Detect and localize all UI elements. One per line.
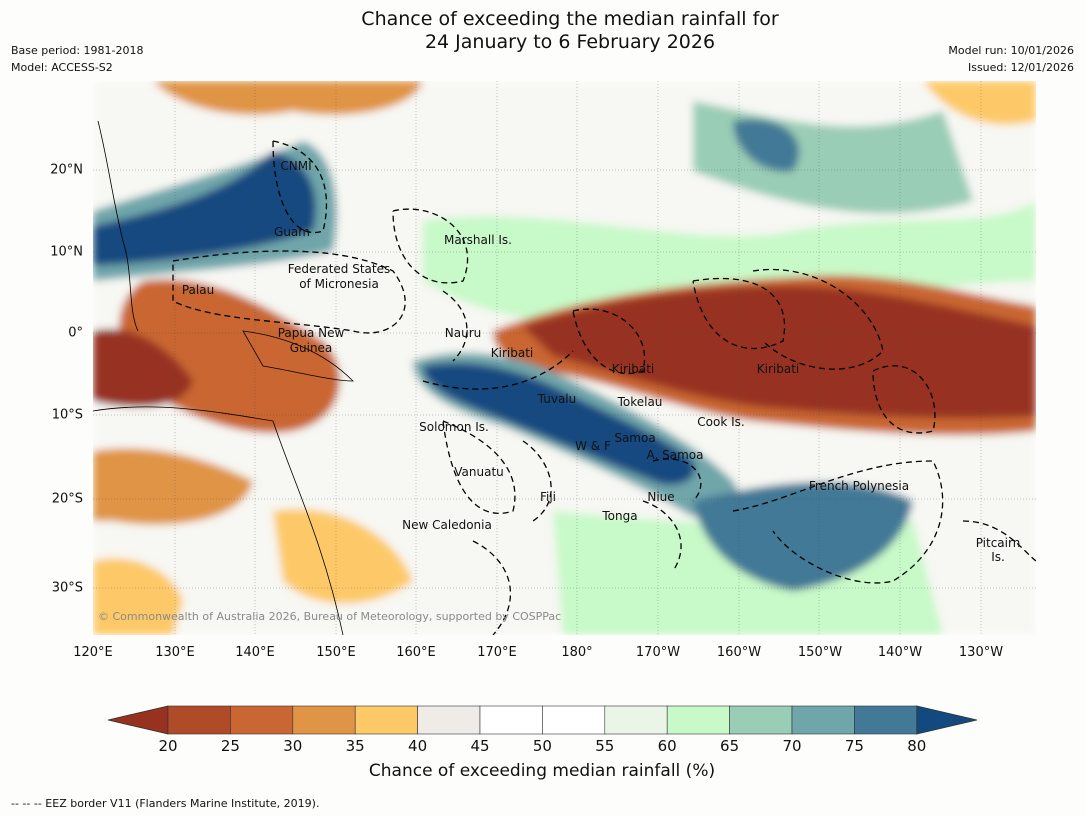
label-tonga: Tonga — [602, 509, 638, 523]
label-american-samoa: A. Samoa — [646, 448, 704, 462]
label-palau: Palau — [181, 283, 215, 297]
colorbar-tick-label: 25 — [220, 737, 240, 755]
y-tick-label: 10°S — [51, 407, 83, 423]
colorbar-segment — [604, 705, 668, 735]
x-tick-label: 130°W — [958, 645, 1004, 660]
label-solomon-is: Solomon Is. — [419, 420, 489, 434]
colorbar-tick-label: 35 — [345, 737, 365, 755]
copyright-notice: © Commonwealth of Australia 2026, Bureau… — [98, 610, 562, 623]
x-tick-label: 180° — [561, 645, 593, 660]
colorbar-label: Chance of exceeding median rainfall (%) — [368, 761, 716, 781]
label-kiribati-west: Kiribati — [490, 346, 534, 360]
label-pitcairn-2: Is. — [991, 550, 1005, 564]
colorbar-segment — [354, 705, 418, 735]
x-tick-label: 150°W — [797, 645, 843, 660]
label-nauru: Nauru — [444, 326, 482, 340]
colorbar-tick-label: 70 — [782, 737, 802, 755]
label-fiji: Fiji — [539, 490, 557, 504]
label-cook-is: Cook Is. — [697, 415, 745, 429]
base-period: Base period: 1981-2018 — [11, 44, 144, 57]
x-tick-label: 160°W — [716, 645, 762, 660]
colorbar-segment — [791, 705, 855, 735]
y-tick-label: 0° — [68, 325, 83, 341]
label-kiribati-east: Kiribati — [756, 362, 800, 376]
x-tick-label: 140°E — [235, 645, 275, 660]
x-tick-label: 170°E — [477, 645, 517, 660]
colorbar-segment — [729, 705, 793, 735]
colorbar-under-arrow — [107, 705, 169, 735]
title-line-1: Chance of exceeding the median rainfall … — [361, 8, 779, 30]
label-marshall-is: Marshall Is. — [444, 233, 512, 247]
colorbar-tick-label: 50 — [532, 737, 552, 755]
issued-date: Issued: 12/01/2026 — [967, 61, 1074, 74]
label-png-2: Guinea — [289, 341, 333, 355]
colorbar-segment — [666, 705, 730, 735]
colorbar-tick-label: 45 — [470, 737, 490, 755]
colorbar-tick-label: 65 — [720, 737, 740, 755]
colorbar-segment — [230, 705, 294, 735]
label-vanuatu: Vanuatu — [454, 465, 504, 479]
label-guam: Guam — [274, 225, 310, 239]
label-cnmi: CNMI — [280, 159, 312, 173]
colorbar-tick-label: 55 — [595, 737, 615, 755]
colorbar-tick-label: 60 — [657, 737, 677, 755]
label-wallis-futuna: W & F — [575, 439, 611, 453]
colorbar-tick-label: 30 — [283, 737, 303, 755]
meta-left: Base period: 1981-2018 Model: ACCESS-S2 — [11, 42, 143, 76]
x-tick-label: 150°E — [316, 645, 356, 660]
y-tick-label: 30°S — [51, 580, 83, 596]
label-fsm-1: Federated States — [287, 262, 391, 276]
colorbar — [107, 705, 978, 735]
colorbar-segment — [167, 705, 231, 735]
label-pitcairn-1: Pitcairn — [975, 536, 1021, 550]
colorbar-tick-label: 75 — [844, 737, 864, 755]
colorbar-segment — [292, 705, 356, 735]
title-line-2: 24 January to 6 February 2026 — [424, 31, 716, 53]
x-tick-label: 140°W — [877, 645, 923, 660]
colorbar-segment — [854, 705, 918, 735]
eez-footnote: -- -- -- EEZ border V11 (Flanders Marine… — [11, 797, 320, 810]
colorbar-segment — [417, 705, 481, 735]
label-tokelau: Tokelau — [617, 395, 663, 409]
colorbar-tick-label: 80 — [907, 737, 927, 755]
x-tick-label: 130°E — [155, 645, 195, 660]
model-name: Model: ACCESS-S2 — [11, 61, 113, 74]
rainfall-probability-map: © Commonwealth of Australia 2026, Bureau… — [93, 81, 1036, 635]
y-tick-label: 20°S — [51, 491, 83, 507]
colorbar-segment — [542, 705, 606, 735]
label-french-polynesia: French Polynesia — [808, 479, 910, 493]
model-run: Model run: 10/01/2026 — [948, 44, 1074, 57]
label-tuvalu: Tuvalu — [537, 392, 577, 406]
y-tick-label: 10°N — [50, 244, 83, 260]
colorbar-tick-label: 40 — [408, 737, 428, 755]
label-samoa: Samoa — [614, 431, 656, 445]
eez-borders — [172, 140, 1036, 635]
x-tick-label: 160°E — [396, 645, 436, 660]
label-png-1: Papua New — [277, 326, 345, 340]
label-niue: Niue — [647, 490, 675, 504]
x-tick-label: 120°E — [73, 645, 113, 660]
label-kiribati-central: Kiribati — [611, 362, 655, 376]
label-new-caledonia: New Caledonia — [402, 518, 492, 532]
colorbar-over-arrow — [916, 705, 978, 735]
coastlines — [93, 120, 354, 635]
figure-title: Chance of exceeding the median rainfall … — [0, 8, 1085, 54]
map-fill-layer — [93, 81, 1036, 635]
x-tick-label: 170°W — [635, 645, 681, 660]
colorbar-segment — [479, 705, 543, 735]
y-tick-label: 20°N — [50, 162, 83, 178]
meta-right: Model run: 10/01/2026 Issued: 12/01/2026 — [948, 42, 1074, 76]
colorbar-tick-label: 20 — [158, 737, 178, 755]
label-fsm-2: of Micronesia — [299, 277, 379, 291]
